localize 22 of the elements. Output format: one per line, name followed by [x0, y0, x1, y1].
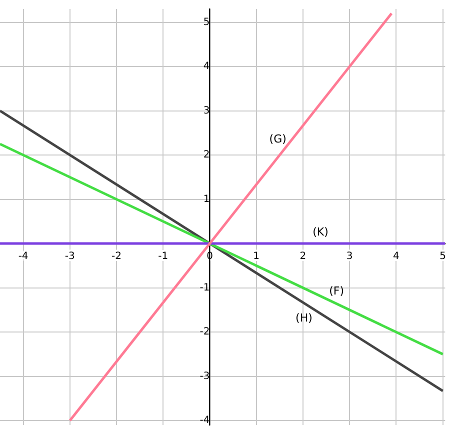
y-tick-label: -1 [200, 282, 210, 294]
y-tick-label: -2 [200, 326, 210, 338]
x-tick-label: 3 [346, 251, 353, 262]
x-tick-label: 4 [393, 251, 400, 262]
series-label: (K) [312, 225, 328, 238]
y-tick-label: 5 [203, 16, 210, 28]
y-tick-label: 4 [203, 61, 210, 72]
x-tick-label: 5 [440, 251, 446, 262]
series-label: (H) [296, 312, 312, 325]
y-tick-label: -3 [200, 370, 210, 382]
x-tick-label: -1 [158, 251, 168, 262]
x-tick-label: -2 [112, 251, 122, 262]
x-tick-label: 2 [300, 251, 306, 262]
y-tick-label: -4 [200, 415, 210, 426]
x-tick-label: -3 [64, 251, 75, 262]
y-tick-label: 2 [203, 150, 210, 161]
series-label: (G) [269, 132, 286, 146]
x-tick-label: 1 [253, 251, 260, 262]
y-tick-label: 1 [203, 194, 210, 205]
series-label: (F) [329, 284, 344, 298]
x-tick-label: -4 [18, 251, 28, 262]
y-tick-label: 3 [203, 105, 210, 116]
